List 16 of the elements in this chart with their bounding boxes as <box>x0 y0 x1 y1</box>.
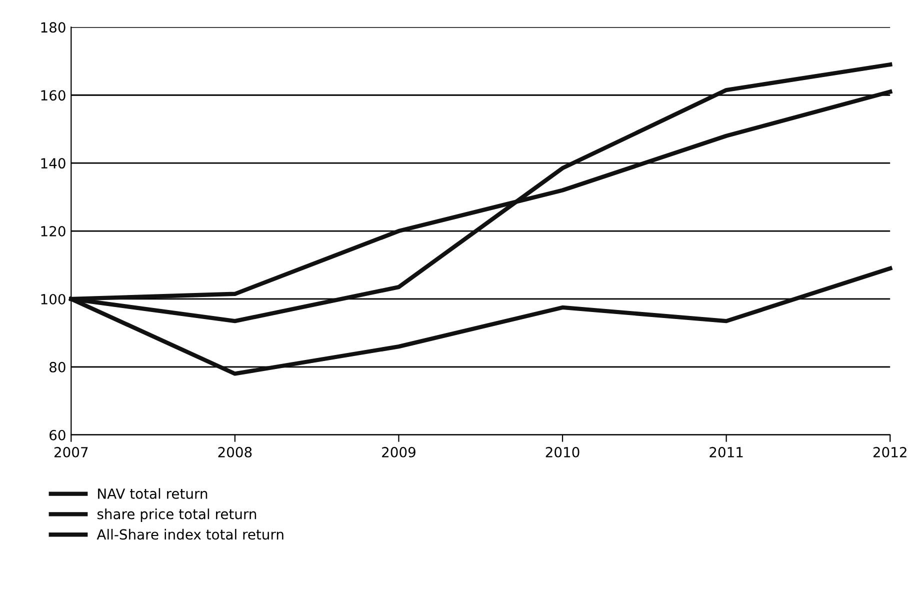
y-tick-label: 120 <box>41 226 66 237</box>
x-tick-label: 2008 <box>218 446 252 458</box>
y-tick-label: 100 <box>41 294 66 304</box>
x-tick-label: 2010 <box>546 446 580 458</box>
x-tick-label: 2011 <box>710 446 743 458</box>
x-tick-label: 2009 <box>382 446 416 458</box>
legend-label: share price total return <box>97 508 256 522</box>
y-tick-label: 160 <box>41 90 66 101</box>
legend-label: All-Share index total return <box>96 528 284 540</box>
x-tick-label: 2012 <box>873 446 906 458</box>
x-tick-label: 2007 <box>54 446 88 458</box>
y-tick-label: 140 <box>41 158 66 169</box>
y-tick-label: 60 <box>50 430 66 440</box>
y-tick-label: 80 <box>50 362 66 372</box>
y-tick-label: 180 <box>41 22 66 33</box>
legend-label: NAV total return <box>98 488 208 499</box>
